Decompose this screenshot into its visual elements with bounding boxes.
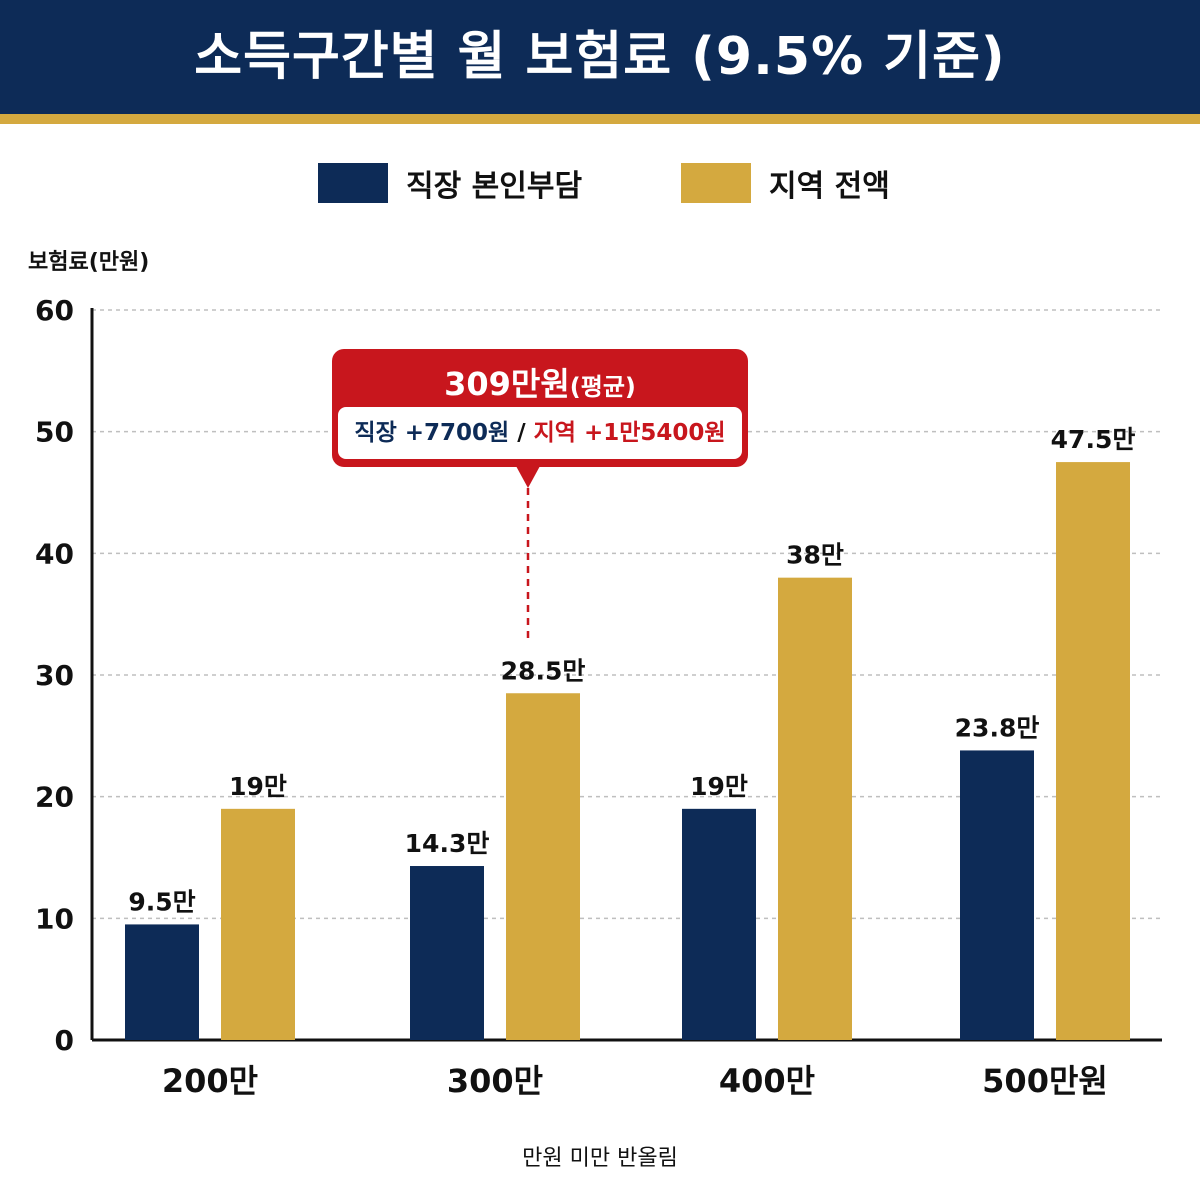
y-tick-label-10: 10 — [35, 902, 74, 935]
data-label-regional-1: 28.5만 — [501, 656, 586, 685]
y-tick-label-50: 50 — [35, 416, 74, 449]
callout-detail: 직장 +7700원 / 지역 +1만5400원 — [338, 407, 742, 459]
data-label-workplace-2: 19만 — [690, 772, 748, 801]
x-category-label-3: 500만원 — [982, 1062, 1108, 1100]
bar-workplace-1 — [410, 866, 484, 1040]
footnote: 만원 미만 반올림 — [522, 1146, 678, 1171]
data-label-workplace-1: 14.3만 — [405, 829, 490, 858]
bar-workplace-2 — [682, 808, 756, 1040]
legend-item-workplace: 직장 본인부담 — [318, 162, 582, 204]
callout-workplace-increase: 직장 +7700원 — [354, 420, 510, 446]
legend-label-regional: 지역 전액 — [769, 169, 890, 204]
callout-pointer — [516, 466, 540, 488]
legend-item-regional: 지역 전액 — [681, 162, 890, 204]
header-stripe — [0, 114, 1200, 124]
legend: 직장 본인부담 지역 전액 — [0, 162, 1200, 204]
legend-swatch-regional — [681, 163, 751, 203]
y-tick-label-30: 30 — [35, 659, 74, 692]
legend-swatch-workplace — [318, 163, 388, 203]
x-category-label-1: 300만 — [447, 1062, 543, 1100]
bar-regional-1 — [506, 693, 580, 1040]
y-axis-label: 보험료(만원) — [28, 250, 150, 275]
y-tick-label-40: 40 — [35, 537, 74, 570]
data-label-regional-0: 19만 — [229, 772, 287, 801]
bar-workplace-0 — [125, 924, 199, 1040]
y-tick-label-20: 20 — [35, 781, 74, 814]
legend-label-workplace: 직장 본인부담 — [406, 169, 583, 204]
x-category-label-0: 200만 — [162, 1062, 258, 1100]
callout-title-main: 309만원 — [444, 365, 570, 403]
bar-regional-0 — [221, 808, 295, 1040]
page-title: 소득구간별 월 보험료 (9.5% 기준) — [194, 27, 1006, 87]
callout-regional-increase: 지역 +1만5400원 — [533, 420, 726, 446]
average-callout: 309만원(평균) 직장 +7700원 / 지역 +1만5400원 — [332, 349, 748, 467]
data-label-regional-2: 38만 — [786, 541, 844, 570]
header-bar — [0, 0, 1200, 114]
y-tick-label-0: 0 — [55, 1024, 74, 1057]
callout-title: 309만원(평균) — [332, 359, 748, 405]
data-label-regional-3: 47.5만 — [1051, 425, 1136, 454]
y-tick-label-60: 60 — [35, 294, 74, 327]
bar-regional-2 — [778, 577, 852, 1040]
bar-regional-3 — [1056, 462, 1130, 1040]
callout-separator: / — [509, 420, 534, 446]
bar-workplace-3 — [960, 750, 1034, 1040]
x-category-label-2: 400만 — [719, 1062, 815, 1100]
callout-title-suffix: (평균) — [569, 373, 636, 401]
data-label-workplace-0: 9.5만 — [128, 887, 195, 916]
data-label-workplace-3: 23.8만 — [955, 713, 1040, 742]
